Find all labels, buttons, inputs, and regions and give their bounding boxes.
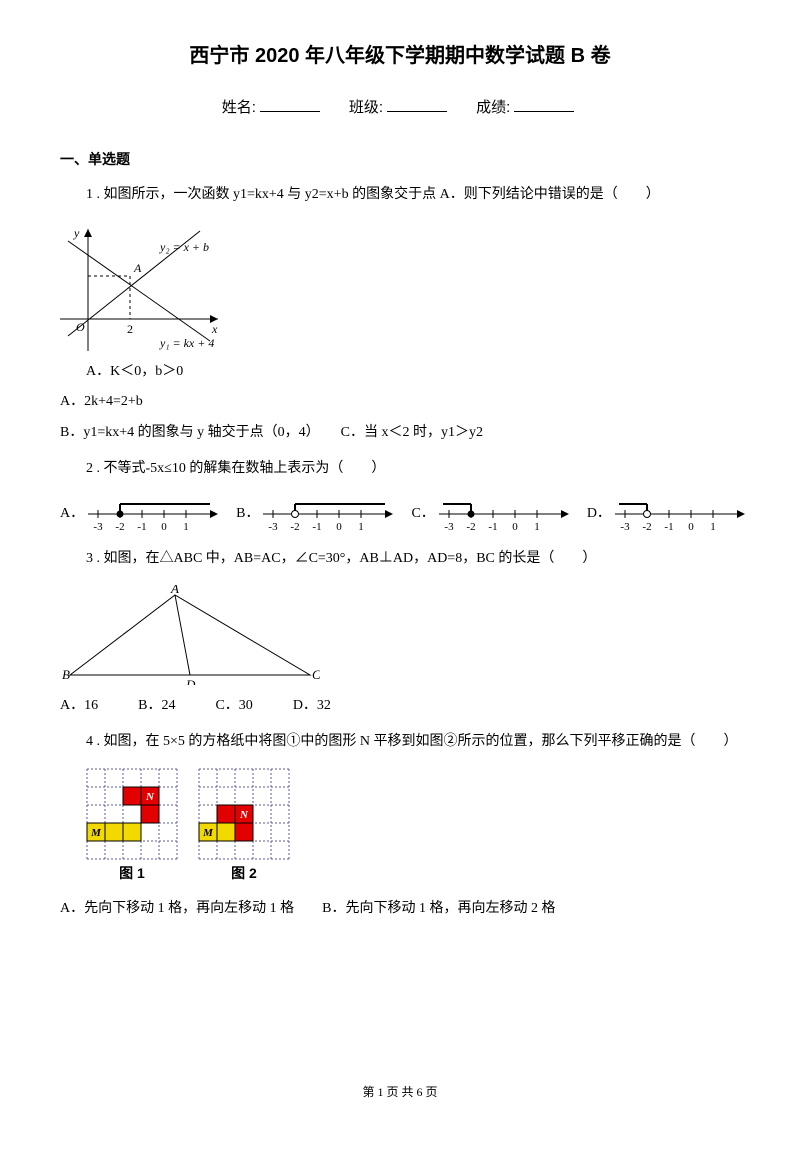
svg-text:M: M xyxy=(202,827,214,839)
q1-optA2: A．2k+4=2+b xyxy=(60,391,740,413)
svg-text:O: O xyxy=(76,320,85,334)
q4-fig2-wrap: MN 图 2 xyxy=(198,768,290,884)
svg-text:x: x xyxy=(211,322,218,336)
question-4: 4 . 如图，在 5×5 的方格纸中将图①中的图形 N 平移到如图②所示的位置，… xyxy=(86,731,740,753)
q2-options: A．-3-2-101B．-3-2-101C．-3-2-101D．-3-2-101 xyxy=(60,494,740,534)
svg-text:1: 1 xyxy=(534,521,540,533)
q4-options-row: A．先向下移动 1 格，再向左移动 1 格 B．先向下移动 1 格，再向左移动 … xyxy=(60,898,740,920)
q1-optBC: B．y1=kx+4 的图象与 y 轴交于点（0，4） C．当 x＜2 时，y1＞… xyxy=(60,422,740,444)
q4-optB: B．先向下移动 1 格，再向左移动 2 格 xyxy=(322,901,555,916)
q2-opt-B: B．-3-2-101 xyxy=(236,494,393,534)
svg-text:N: N xyxy=(145,791,155,803)
q2-opt-C: C．-3-2-101 xyxy=(411,494,568,534)
question-1: 1 . 如图所示，一次函数 y1=kx+4 与 y2=x+b 的图象交于点 A．… xyxy=(86,184,740,206)
svg-text:-1: -1 xyxy=(664,521,673,533)
svg-text:-3: -3 xyxy=(94,521,104,533)
name-blank xyxy=(260,96,320,112)
q4-cap2: 图 2 xyxy=(198,862,290,884)
q1-text: 1 . 如图所示，一次函数 y1=kx+4 与 y2=x+b 的图象交于点 A．… xyxy=(86,187,660,202)
svg-text:-3: -3 xyxy=(269,521,279,533)
svg-text:N: N xyxy=(239,809,249,821)
q4-fig2: MN xyxy=(198,768,290,860)
svg-text:-3: -3 xyxy=(620,521,630,533)
svg-text:y₁ = kx + 4: y₁ = kx + 4 xyxy=(159,336,214,350)
svg-text:-2: -2 xyxy=(642,521,651,533)
q4-text: 4 . 如图，在 5×5 的方格纸中将图①中的图形 N 平移到如图②所示的位置，… xyxy=(86,734,738,749)
svg-text:-1: -1 xyxy=(138,521,147,533)
section-heading: 一、单选题 xyxy=(60,148,740,170)
q3-optB: B．24 xyxy=(138,695,175,717)
svg-text:-1: -1 xyxy=(488,521,497,533)
svg-text:0: 0 xyxy=(512,521,518,533)
svg-text:0: 0 xyxy=(337,521,343,533)
q4-fig1-wrap: MN 图 1 xyxy=(86,768,178,884)
info-line: 姓名: 班级: 成绩: xyxy=(60,96,740,120)
score-blank xyxy=(514,96,574,112)
class-blank xyxy=(387,96,447,112)
q1-optB: B．y1=kx+4 的图象与 y 轴交于点（0，4） xyxy=(60,425,320,440)
question-2: 2 . 不等式-5x≤10 的解集在数轴上表示为（ ） xyxy=(86,458,740,480)
svg-text:M: M xyxy=(90,827,102,839)
svg-text:A: A xyxy=(170,585,179,596)
svg-text:y: y xyxy=(73,226,80,240)
svg-text:-2: -2 xyxy=(116,521,125,533)
svg-text:-1: -1 xyxy=(313,521,322,533)
q3-text: 3 . 如图，在△ABC 中，AB=AC，∠C=30°，AB⊥AD，AD=8，B… xyxy=(86,551,596,566)
q3-optD: D．32 xyxy=(293,695,331,717)
q1-optA1: A．K＜0，b＞0 xyxy=(86,361,740,383)
score-label: 成绩: xyxy=(476,99,510,116)
q1-optC: C．当 x＜2 时，y1＞y2 xyxy=(341,425,483,440)
svg-text:1: 1 xyxy=(710,521,716,533)
svg-text:D: D xyxy=(185,677,196,685)
q4-figures: MN 图 1 MN 图 2 xyxy=(86,768,740,884)
q2-text: 2 . 不等式-5x≤10 的解集在数轴上表示为（ ） xyxy=(86,461,385,476)
name-label: 姓名: xyxy=(222,99,256,116)
svg-text:1: 1 xyxy=(183,521,189,533)
q2-opt-D: D．-3-2-101 xyxy=(587,494,745,534)
svg-text:0: 0 xyxy=(688,521,694,533)
q3-figure: A B C D xyxy=(60,585,740,685)
svg-text:-3: -3 xyxy=(444,521,454,533)
page-title: 西宁市 2020 年八年级下学期期中数学试题 B 卷 xyxy=(60,40,740,72)
svg-text:-2: -2 xyxy=(291,521,300,533)
q4-cap1: 图 1 xyxy=(86,862,178,884)
svg-text:0: 0 xyxy=(161,521,167,533)
q2-opt-A: A．-3-2-101 xyxy=(60,494,218,534)
svg-text:2: 2 xyxy=(127,322,133,336)
q4-optA: A．先向下移动 1 格，再向左移动 1 格 xyxy=(60,901,294,916)
question-3: 3 . 如图，在△ABC 中，AB=AC，∠C=30°，AB⊥AD，AD=8，B… xyxy=(86,548,740,570)
svg-text:y₂ = x + b: y₂ = x + b xyxy=(159,240,209,254)
q3-optA: A．16 xyxy=(60,695,98,717)
class-label: 班级: xyxy=(349,99,383,116)
svg-text:1: 1 xyxy=(359,521,365,533)
svg-text:B: B xyxy=(62,667,70,682)
svg-text:-2: -2 xyxy=(466,521,475,533)
q4-fig1: MN xyxy=(86,768,178,860)
svg-text:C: C xyxy=(312,667,320,682)
q3-options: A．16 B．24 C．30 D．32 xyxy=(60,695,740,717)
page-footer: 第 1 页 共 6 页 xyxy=(60,1083,740,1102)
svg-text:A: A xyxy=(133,261,142,275)
q1-figure: O 2 x y Ay₂ = x + b y₁ = kx + 4 xyxy=(60,221,740,351)
q3-optC: C．30 xyxy=(215,695,252,717)
